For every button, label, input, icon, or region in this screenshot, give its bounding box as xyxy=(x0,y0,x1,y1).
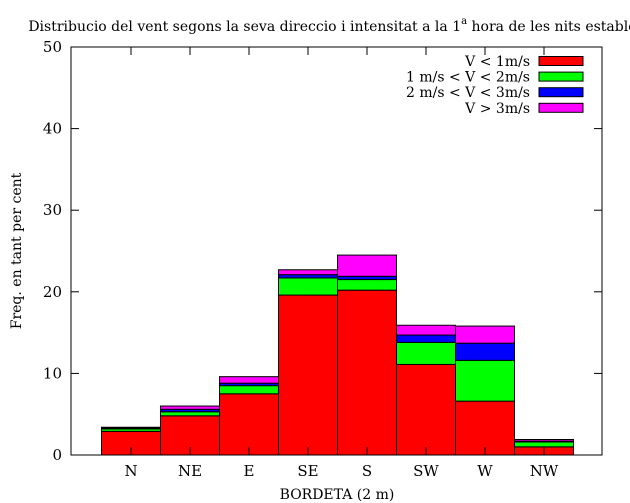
bars-layer xyxy=(101,254,574,456)
bar-segment xyxy=(219,385,279,395)
bar-segment xyxy=(160,411,220,417)
x-tick-label: NE xyxy=(178,462,202,480)
bar-segment xyxy=(278,294,338,456)
bar-segment xyxy=(101,426,161,429)
y-tick-label: 0 xyxy=(52,446,62,464)
bar-segment xyxy=(219,376,279,384)
bar-segment xyxy=(278,277,338,296)
bar-segment xyxy=(337,254,397,277)
y-tick-label: 40 xyxy=(43,120,62,138)
plot-frame xyxy=(70,46,603,456)
bar-segment xyxy=(455,325,515,344)
chart-title: Distribucio del vent segons la seva dire… xyxy=(28,16,630,35)
legend-label: 2 m/s < V < 3m/s xyxy=(406,85,530,101)
bar-segment xyxy=(455,400,515,456)
x-tick-label: E xyxy=(244,462,255,480)
y-axis-ticks: 0 10 20 30 40 50 xyxy=(43,38,602,464)
x-tick-label: W xyxy=(477,462,493,480)
bar-segment xyxy=(514,441,574,448)
y-tick-label: 30 xyxy=(43,201,62,219)
bar-segment xyxy=(396,334,456,343)
legend-swatch xyxy=(538,102,584,113)
y-axis-label: Freq. en tant per cent xyxy=(9,172,25,329)
legend-label: V < 1m/s xyxy=(464,54,530,70)
y-tick-label: 10 xyxy=(43,364,62,382)
legend-swatch xyxy=(538,87,584,98)
bar-segment xyxy=(396,363,456,456)
bar-segment xyxy=(455,342,515,361)
bar-segment xyxy=(160,405,220,410)
bar-segment xyxy=(219,393,279,456)
x-tick-label: SW xyxy=(413,462,439,480)
y-tick-label: 50 xyxy=(43,38,62,56)
x-tick-label: N xyxy=(124,462,137,480)
x-axis-label: BORDETA (2 m) xyxy=(280,487,395,503)
bar-segment xyxy=(337,289,397,456)
legend: V < 1m/s1 m/s < V < 2m/s2 m/s < V < 3m/s… xyxy=(406,54,584,117)
bar-segment xyxy=(396,341,456,365)
bar-segment xyxy=(396,324,456,336)
x-tick-label: S xyxy=(362,462,372,480)
legend-label: V > 3m/s xyxy=(464,101,530,117)
y-tick-label: 20 xyxy=(43,283,62,301)
bar-segment xyxy=(455,359,515,402)
legend-swatch xyxy=(538,56,584,66)
legend-label: 1 m/s < V < 2m/s xyxy=(406,70,530,86)
bar-segment xyxy=(514,438,574,442)
bar-segment xyxy=(278,269,338,276)
x-tick-label: SE xyxy=(297,462,318,480)
bar-segment xyxy=(337,279,397,291)
legend-swatch xyxy=(538,71,584,82)
x-axis-ticks: N NE E SE S SW W NW xyxy=(124,47,559,480)
x-tick-label: NW xyxy=(530,462,559,480)
